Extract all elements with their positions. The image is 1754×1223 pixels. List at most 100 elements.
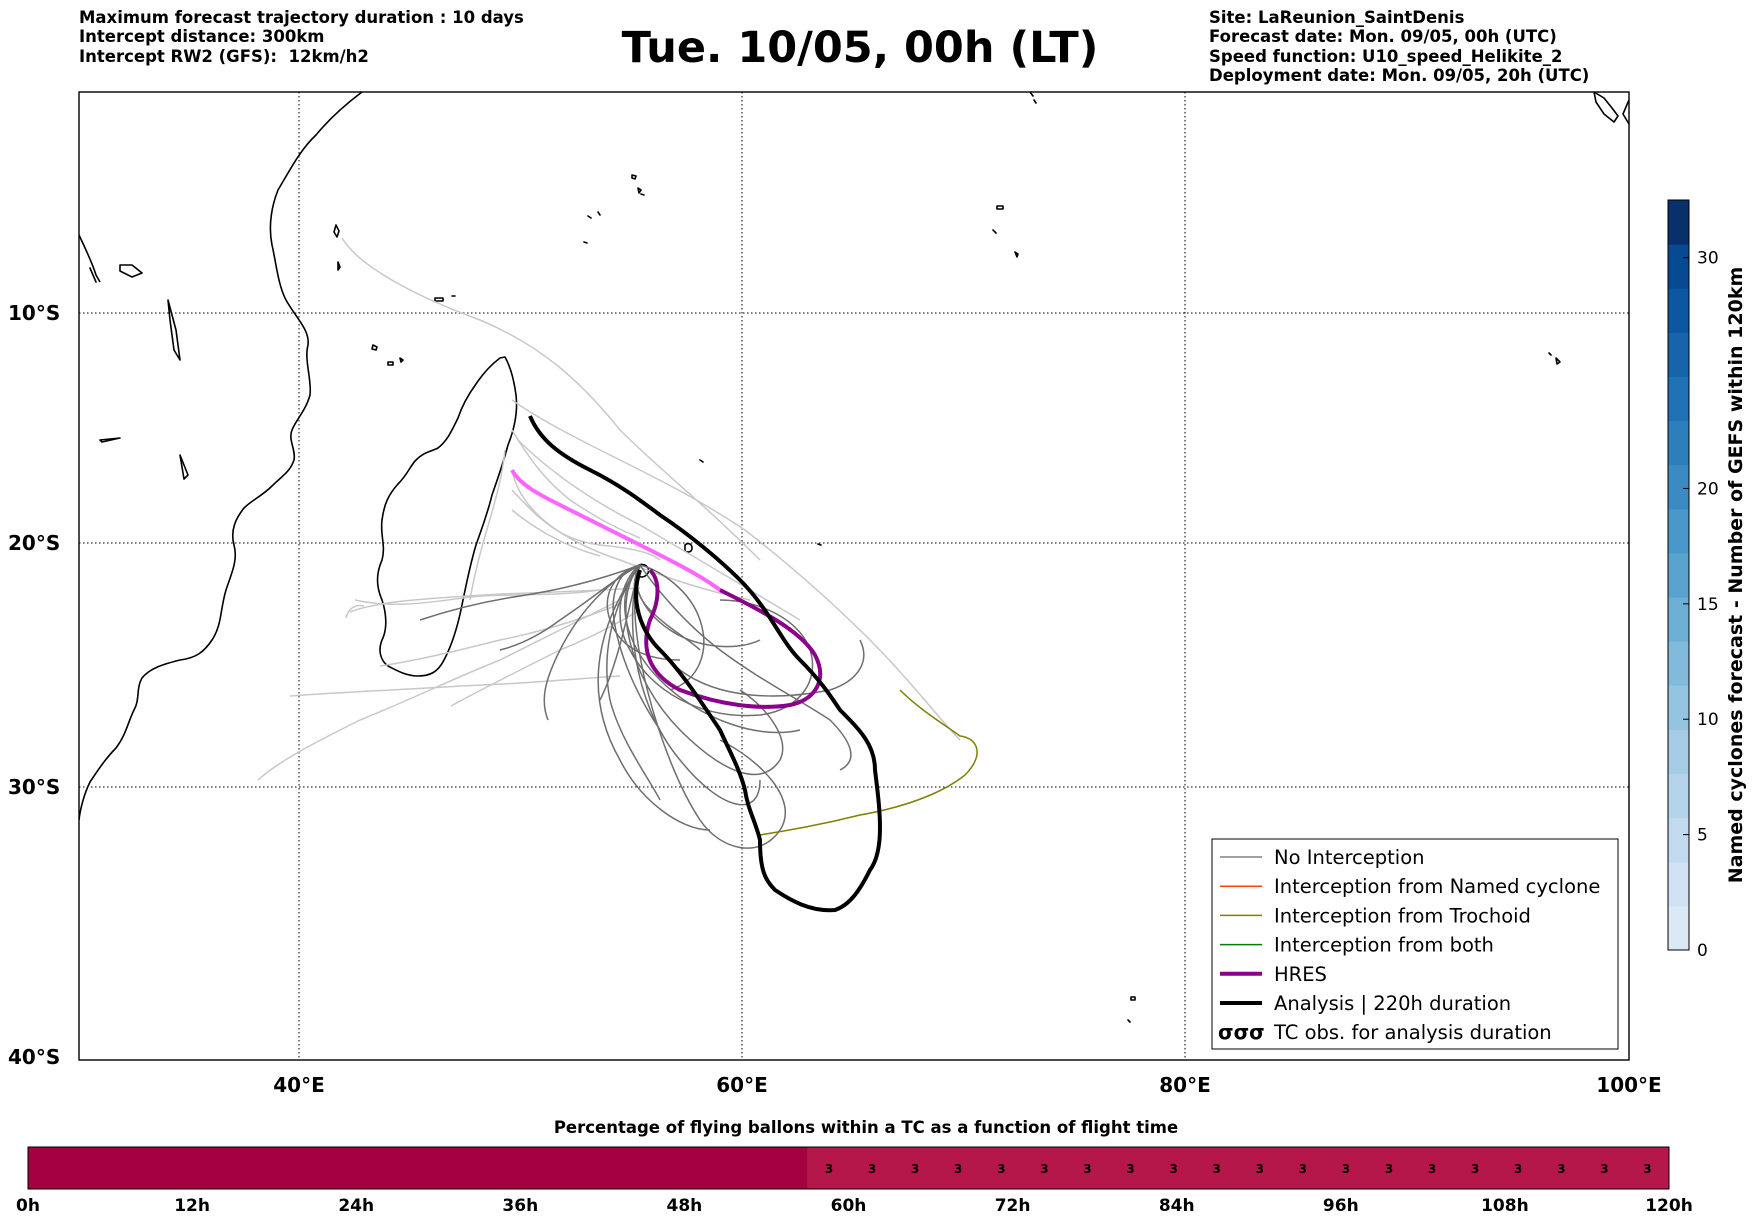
graticule xyxy=(79,92,1629,1060)
timeline-active-segment xyxy=(807,1147,1669,1189)
colorbar-tick-label: 10 xyxy=(1697,710,1719,730)
legend-item: Interception from Named cyclone xyxy=(1220,875,1600,898)
colorbar-cell xyxy=(1668,420,1689,466)
hres-trajectory-purple xyxy=(644,568,822,709)
colorbar-cell xyxy=(1668,905,1689,951)
cyclone-symbols-icon: σσσ xyxy=(1218,1020,1265,1044)
colorbar-cell xyxy=(1668,332,1689,377)
lat-label-30s: 30°S xyxy=(8,775,60,799)
header-right-info: Site: LaReunion_SaintDenis Forecast date:… xyxy=(1209,8,1589,85)
colorbar-tick: 10 xyxy=(1683,710,1719,730)
timeline-cell-value: 3 xyxy=(1169,1162,1177,1176)
timeline-cell-value: 3 xyxy=(1083,1162,1091,1176)
intercept-rw2-text: Intercept RW2 (GFS): 12km/h2 xyxy=(79,46,369,66)
lon-label-40e: 40°E xyxy=(273,1073,325,1097)
legend-label: Analysis | 220h duration xyxy=(1274,992,1511,1015)
timeline-cell-value: 3 xyxy=(1040,1162,1048,1176)
mascarene-north-islets xyxy=(583,211,822,546)
colorbar-cell xyxy=(1668,861,1689,907)
timeline-panel: Percentage of flying ballons within a TC… xyxy=(16,1118,1693,1216)
legend-label: HRES xyxy=(1274,963,1327,986)
legend-label: TC obs. for analysis duration xyxy=(1273,1021,1552,1044)
timeline-hour-label: 48h xyxy=(667,1196,703,1216)
timeline-cell-value: 3 xyxy=(1385,1162,1393,1176)
colorbar-cell xyxy=(1668,685,1689,730)
colorbar-cell xyxy=(1668,552,1689,598)
lon-tick-labels: 40°E 60°E 80°E 100°E xyxy=(273,1073,1661,1097)
aldabra-islands xyxy=(434,295,456,302)
chagos-islands xyxy=(992,205,1019,258)
map-frame xyxy=(78,91,1630,1061)
legend-item: Interception from both xyxy=(1220,934,1494,957)
timeline-cell-value: 3 xyxy=(1256,1162,1264,1176)
maldives-islets xyxy=(1029,92,1037,104)
colorbar-tick: 5 xyxy=(1683,826,1708,846)
lon-label-60e: 60°E xyxy=(716,1073,768,1097)
lat-label-20s: 20°S xyxy=(8,531,60,555)
colorbar-tick-label: 20 xyxy=(1697,479,1719,499)
legend-label: Interception from both xyxy=(1274,934,1494,957)
speed-function-text: Speed function: U10_speed_Helikite_2 xyxy=(1209,46,1563,66)
colorbar-cell xyxy=(1668,376,1689,422)
timeline-hour-label: 84h xyxy=(1159,1196,1195,1216)
legend-label: Interception from Trochoid xyxy=(1274,904,1531,927)
timeline-cell-value: 3 xyxy=(1342,1162,1350,1176)
trochoid-interception-trajectory xyxy=(759,689,978,836)
timeline-cell-value: 3 xyxy=(825,1162,833,1176)
ethiopia-lakes xyxy=(89,264,189,480)
timeline-cell-value: 3 xyxy=(1514,1162,1522,1176)
light-trajectories xyxy=(257,237,961,781)
colorbar-cell xyxy=(1668,729,1689,775)
colorbar-cell xyxy=(1668,508,1689,554)
max-duration-text: Maximum forecast trajectory duration : 1… xyxy=(79,8,524,27)
legend-item: Analysis | 220h duration xyxy=(1220,992,1511,1015)
colorbar-tick-label: 15 xyxy=(1697,595,1719,615)
timeline-hour-label: 96h xyxy=(1323,1196,1359,1216)
timeline-cell-value: 3 xyxy=(954,1162,962,1176)
colorbar-tick-label: 5 xyxy=(1697,826,1708,846)
timeline-cell-value: 3 xyxy=(1557,1162,1565,1176)
timeline-hour-label: 72h xyxy=(995,1196,1031,1216)
analysis-trajectory xyxy=(528,415,882,913)
timeline-cell-value: 3 xyxy=(1428,1162,1436,1176)
colorbar-cell xyxy=(1668,641,1689,686)
comoros-islands xyxy=(371,344,404,366)
colorbar-cell xyxy=(1668,288,1689,333)
legend-label: No Interception xyxy=(1274,846,1425,869)
colorbar-cell xyxy=(1668,464,1689,510)
timeline-hour-label: 120h xyxy=(1645,1196,1693,1216)
zanzibar-islands xyxy=(333,224,341,271)
map-legend: No Interception Interception from Named c… xyxy=(1211,838,1619,1050)
africa-coastline xyxy=(79,92,363,821)
timeline-hour-label: 24h xyxy=(338,1196,374,1216)
amsterdam-island xyxy=(1127,996,1136,1023)
timeline-cell-value: 3 xyxy=(911,1162,919,1176)
timeline-cell-value: 3 xyxy=(868,1162,876,1176)
timeline-zero-segment xyxy=(28,1147,808,1189)
seychelles-islands xyxy=(631,174,645,196)
colorbar-tick: 15 xyxy=(1683,595,1719,615)
colorbar-frame xyxy=(1667,199,1690,951)
timeline-title: Percentage of flying ballons within a TC… xyxy=(554,1118,1178,1137)
colorbar-tick: 30 xyxy=(1683,249,1719,269)
intercept-distance-text: Intercept distance: 300km xyxy=(79,27,325,47)
lat-label-40s: 40°S xyxy=(8,1045,60,1069)
colorbar-cell xyxy=(1668,817,1689,863)
timeline-cell-value: 3 xyxy=(1600,1162,1608,1176)
colorbar-tick: 20 xyxy=(1683,479,1719,499)
timeline-frame xyxy=(27,1146,1670,1190)
somalia-coastline-stub xyxy=(79,234,101,283)
madagascar-coastline xyxy=(376,356,518,677)
lon-label-100e: 100°E xyxy=(1596,1073,1661,1097)
legend-item: No Interception xyxy=(1220,846,1425,869)
timeline-cell-value: 3 xyxy=(1126,1162,1134,1176)
timeline-cell-value: 3 xyxy=(1643,1162,1651,1176)
site-text: Site: LaReunion_SaintDenis xyxy=(1209,8,1465,27)
colorbar-cell xyxy=(1668,597,1689,642)
colorbar-cell xyxy=(1668,200,1689,245)
colorbar-tick-label: 0 xyxy=(1697,941,1708,961)
timeline-hour-label: 60h xyxy=(831,1196,867,1216)
legend-label: Interception from Named cyclone xyxy=(1274,875,1600,898)
timeline-cell-value: 3 xyxy=(1213,1162,1221,1176)
